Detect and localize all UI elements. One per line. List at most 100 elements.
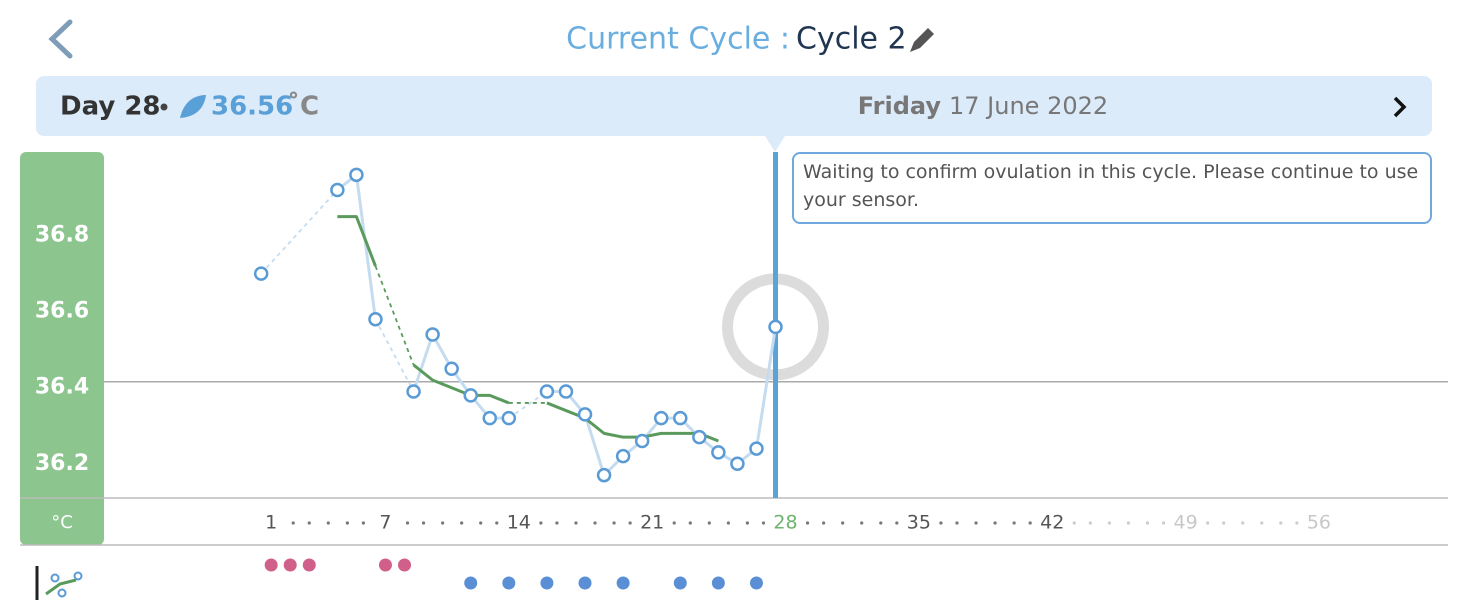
edit-icon[interactable] (910, 28, 934, 52)
x-tick-label: 14 (507, 512, 531, 534)
temperature: 36.56 (211, 92, 293, 122)
temperature-point (501, 410, 517, 426)
minor-dot (1260, 521, 1264, 525)
back-button[interactable] (48, 19, 73, 59)
marked-dot (749, 576, 763, 590)
minor-dot (879, 521, 883, 525)
minor-dot (1088, 521, 1092, 525)
minor-dot (1206, 521, 1210, 525)
minor-dot (1126, 521, 1131, 525)
minor-dot (1072, 521, 1076, 525)
minor-dot (460, 521, 464, 525)
x-tick-label: 35 (907, 512, 931, 534)
marked-dot (464, 576, 478, 590)
minor-dot (895, 521, 899, 525)
period-dot (264, 558, 278, 572)
minor-dot (841, 521, 845, 525)
temperature-point (539, 384, 555, 399)
minor-dot (539, 521, 543, 525)
period-dot (283, 558, 297, 572)
temperature-point (330, 182, 345, 198)
temperature-point (711, 445, 726, 460)
minor-dot (574, 521, 578, 525)
minor-dot (307, 521, 311, 525)
minor-dot (1107, 521, 1111, 525)
separator (160, 103, 168, 111)
minor-dot (612, 521, 616, 525)
marked-dot (616, 576, 630, 590)
temperature-point (730, 456, 745, 472)
minor-dot (939, 521, 943, 525)
period-dot (302, 558, 316, 572)
next-day-button[interactable] (1393, 96, 1407, 118)
minor-dot (955, 521, 959, 525)
temperature-point (768, 319, 783, 335)
temperature-point (368, 312, 383, 327)
minor-dot (1161, 521, 1166, 525)
temperature-point (463, 388, 478, 403)
minor-dot (291, 521, 295, 525)
temperature-line-gap (374, 318, 415, 392)
x-tick-label: 1 (265, 512, 277, 534)
x-tick-label: 28 (773, 512, 797, 534)
period-dot (398, 558, 412, 572)
y-unit: °C (51, 512, 73, 533)
title-label: Current Cycle : (566, 22, 790, 57)
temperature-point (653, 410, 669, 426)
minor-dot (672, 521, 676, 525)
minor-dot (761, 521, 766, 525)
temperature-point (425, 327, 440, 342)
minor-dot (326, 521, 330, 525)
chart-icon (35, 566, 83, 600)
y-tick-label: 36.8 (35, 223, 89, 248)
y-tick-label: 36.6 (35, 299, 89, 324)
x-tick-label: 7 (379, 512, 391, 534)
minor-dot (860, 521, 864, 525)
minor-dot (345, 521, 349, 525)
minor-dot (1241, 521, 1245, 525)
temperature-point (558, 384, 574, 399)
minor-dot (479, 521, 483, 525)
y-tick-label: 36.2 (35, 451, 89, 476)
minor-dot (405, 521, 410, 525)
minor-dot (805, 521, 810, 525)
temperature-point (444, 361, 459, 376)
temperature-point (634, 433, 650, 449)
marked-dot (540, 576, 554, 590)
message-box (792, 152, 1432, 224)
minor-dot (1012, 521, 1016, 525)
marked-dot (578, 576, 592, 590)
cycle-name[interactable]: Cycle 2 (796, 22, 907, 57)
temperature-point (596, 467, 612, 483)
minor-dot (822, 521, 826, 525)
date: 17 June 2022 (949, 92, 1108, 120)
minor-dot (745, 521, 750, 525)
temperature-point (406, 384, 421, 399)
minor-dot (361, 521, 366, 525)
minor-dot (974, 521, 978, 525)
minor-dot (726, 521, 730, 525)
temperature-line (546, 326, 778, 477)
minor-dot (993, 521, 997, 525)
message-wrap: Waiting to confirm ovulation in this cyc… (803, 161, 1418, 211)
minor-dot (707, 521, 711, 525)
temperature-point (482, 410, 498, 426)
x-tick-label: 21 (640, 512, 664, 534)
marked-dot (711, 576, 725, 590)
sensor-icon (180, 95, 206, 118)
minor-dot (421, 521, 426, 525)
minor-dot (1222, 521, 1226, 525)
minor-dot (495, 521, 499, 525)
x-tick-label: 49 (1173, 512, 1197, 534)
x-tick-label: 56 (1307, 512, 1331, 534)
trend-line (337, 215, 377, 267)
day-bar (36, 76, 1432, 136)
trend-line (412, 363, 510, 405)
temperature-point (673, 410, 688, 426)
minor-dot (441, 521, 445, 525)
minor-dot (555, 521, 559, 525)
trend-line (546, 401, 719, 443)
period-dot (378, 558, 392, 572)
